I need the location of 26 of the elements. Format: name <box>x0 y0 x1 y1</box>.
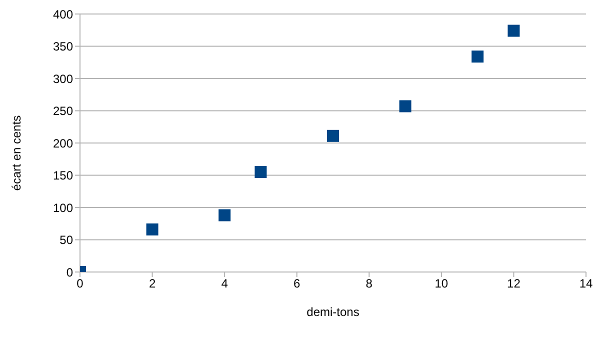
y-tick-label: 200 <box>52 136 74 150</box>
point <box>399 100 412 112</box>
x-tick-label: 8 <box>366 276 373 291</box>
y-tick-label: 50 <box>60 233 74 248</box>
x-tick-label: 14 <box>579 276 593 291</box>
x-tick-label: 10 <box>434 276 448 291</box>
point <box>146 223 158 236</box>
x-tick-label: 0 <box>76 276 84 291</box>
y-tick-label: 250 <box>52 104 74 118</box>
point <box>472 50 484 63</box>
y-tick-label: 400 <box>52 7 74 22</box>
x-axis-title: demi-tons <box>306 305 360 319</box>
x-tick-label: 4 <box>221 276 228 291</box>
point <box>327 130 339 142</box>
y-axis-title: écart en cents <box>9 115 24 191</box>
y-tick-label: 300 <box>52 72 74 86</box>
point <box>508 24 520 37</box>
x-tick-label: 12 <box>507 276 521 291</box>
point <box>218 209 231 222</box>
y-tick-label: 100 <box>52 200 74 215</box>
y-tick-label: 150 <box>52 168 74 183</box>
y-tick-label: 0 <box>66 265 74 280</box>
x-tick-label: 2 <box>148 276 156 291</box>
point <box>254 166 267 178</box>
y-tick-label: 350 <box>52 40 74 54</box>
x-tick-label: 6 <box>294 276 301 291</box>
